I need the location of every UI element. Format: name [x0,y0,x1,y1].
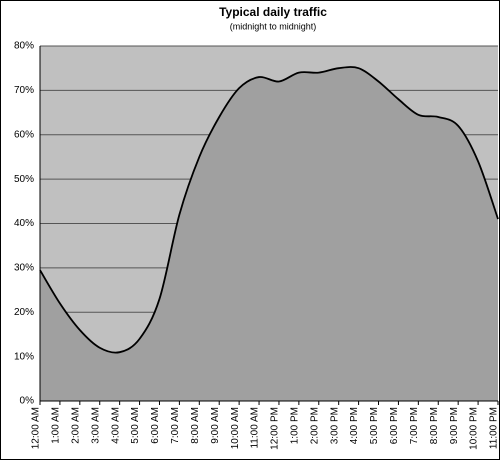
x-tick-label: 7:00 AM [170,407,181,444]
x-tick-label: 2:00 PM [309,407,320,444]
x-tick-label: 9:00 PM [449,407,460,444]
x-tick-label: 2:00 AM [70,407,81,444]
x-tick-label: 3:00 PM [329,407,340,444]
y-tick-label: 60% [14,129,34,140]
area [40,67,498,402]
x-tick-label: 8:00 PM [429,407,440,444]
x-tick-label: 1:00 PM [290,407,301,444]
y-tick-label: 80% [14,41,34,52]
y-tick-label: 30% [14,263,34,274]
x-tick-label: 9:00 AM [210,407,221,444]
x-tick-label: 3:00 AM [90,407,101,444]
x-tick-label: 12:00 AM [31,407,42,449]
x-tick-label: 11:00 AM [250,407,261,449]
line [39,66,499,354]
x-tick-label: 6:00 PM [389,407,400,444]
x-tick-label: 7:00 PM [409,407,420,444]
x-tick-label: 11:00 PM [489,407,500,449]
x-tick-label: 8:00 AM [190,407,201,444]
chart-subtitle: (midnight to midnight) [230,21,317,31]
chart-title: Typical daily traffic [219,5,327,19]
y-tick-label: 40% [14,218,34,229]
y-tick-label: 0% [20,396,35,407]
y-tick-label: 10% [14,351,34,362]
x-tick-label: 4:00 PM [349,407,360,444]
x-tick-label: 4:00 AM [110,407,121,444]
x-tick-label: 5:00 AM [130,407,141,444]
x-tick-label: 6:00 AM [150,407,161,444]
x-tick-label: 1:00 AM [51,407,62,444]
x-tick-label: 5:00 PM [369,407,380,444]
y-tick-label: 70% [14,85,34,96]
y-tick-label: 20% [14,307,34,318]
x-tick-label: 10:00 AM [230,407,241,449]
x-tick-label: 10:00 PM [469,407,480,450]
x-tick-label: 12:00 PM [270,407,281,450]
y-tick-label: 50% [14,174,34,185]
